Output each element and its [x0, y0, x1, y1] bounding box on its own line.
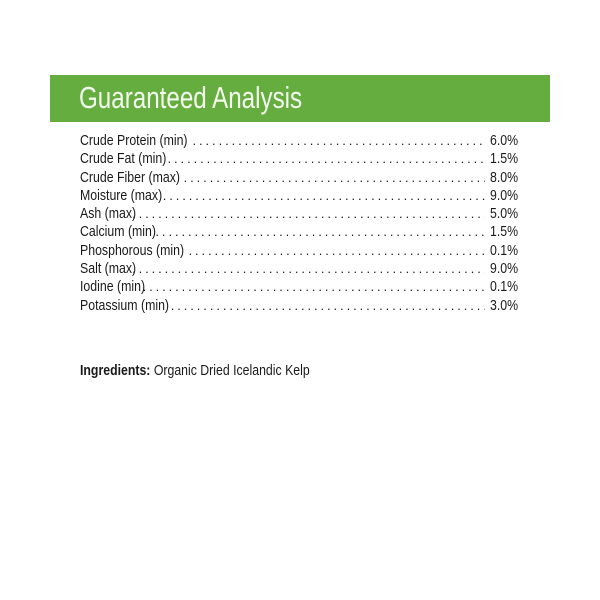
analysis-label: Calcium (min) — [80, 224, 157, 241]
analysis-value: 5.0% — [489, 206, 518, 223]
analysis-row: Crude Fiber (max) ......................… — [80, 169, 518, 187]
dot-leader: ........................................… — [183, 169, 485, 185]
analysis-row: Salt (max) .............................… — [80, 260, 518, 278]
dot-leader: ........................................… — [132, 206, 485, 222]
analysis-row: Ash (max) ..............................… — [80, 205, 518, 223]
dot-leader: ........................................… — [142, 279, 485, 295]
analysis-label: Salt (max) — [80, 261, 137, 278]
analysis-value: 3.0% — [489, 297, 518, 314]
ingredients-label: Ingredients: — [80, 362, 151, 379]
analysis-row: Crude Protein (min) ....................… — [80, 132, 518, 150]
dot-leader: ........................................… — [162, 187, 485, 203]
banner-title: Guaranteed Analysis — [79, 80, 303, 115]
analysis-label: Iodine (min) — [80, 279, 146, 296]
dot-leader: ........................................… — [188, 242, 485, 258]
analysis-label: Phosphorous (min) — [80, 242, 185, 259]
analysis-table: Crude Protein (min) ....................… — [80, 132, 518, 315]
guaranteed-analysis-banner: Guaranteed Analysis — [50, 75, 550, 122]
dot-leader: ........................................… — [132, 261, 485, 277]
ingredients-line: Ingredients: Organic Dried Icelandic Kel… — [80, 362, 310, 379]
analysis-row: Calcium (min) ..........................… — [80, 223, 518, 241]
analysis-row: Phosphorous (min) ......................… — [80, 242, 518, 260]
dot-leader: ........................................… — [192, 133, 485, 148]
analysis-label: Crude Protein (min) — [80, 133, 188, 149]
dot-leader: ........................................… — [167, 151, 485, 167]
dot-leader: ........................................… — [170, 297, 485, 313]
analysis-label: Crude Fiber (max) — [80, 169, 180, 186]
analysis-row: Moisture (max) .........................… — [80, 187, 518, 205]
analysis-value: 8.0% — [489, 169, 518, 186]
analysis-value: 6.0% — [489, 133, 518, 149]
analysis-row: Crude Fat (min) ........................… — [80, 150, 518, 168]
analysis-label: Ash (max) — [80, 206, 137, 223]
analysis-label: Potassium (min) — [80, 297, 170, 314]
analysis-value: 1.5% — [489, 151, 518, 168]
analysis-value: 0.1% — [489, 279, 518, 296]
analysis-label: Crude Fat (min) — [80, 151, 167, 168]
ingredients-value: Organic Dried Icelandic Kelp — [153, 362, 310, 379]
analysis-row: Iodine (min) ...........................… — [80, 278, 518, 296]
analysis-label: Moisture (max) — [80, 187, 163, 204]
analysis-value: 1.5% — [489, 224, 518, 241]
dot-leader: ........................................… — [155, 224, 485, 240]
analysis-value: 9.0% — [489, 261, 518, 278]
analysis-value: 0.1% — [489, 242, 518, 259]
analysis-row: Potassium (min) ........................… — [80, 297, 518, 315]
analysis-value: 9.0% — [489, 187, 518, 204]
